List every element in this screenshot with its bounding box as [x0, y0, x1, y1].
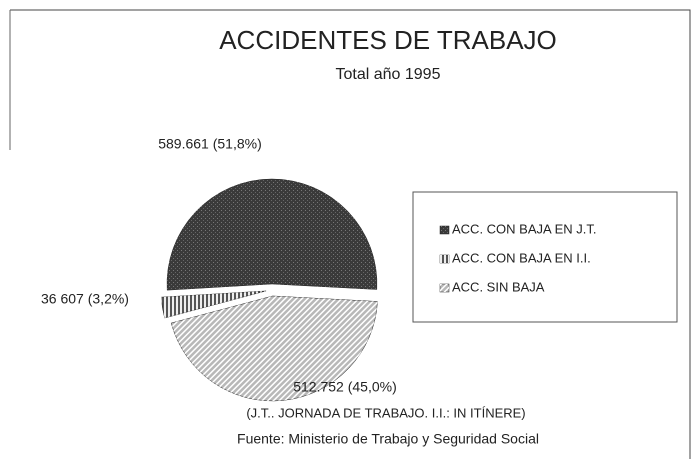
legend-swatch-texture: [440, 226, 449, 234]
slice-texture: [166, 179, 377, 291]
legend-box: [412, 191, 678, 323]
legend-label: ACC. CON BAJA EN J.T.: [452, 221, 596, 236]
data-label: 589.661 (51,8%): [158, 136, 262, 152]
data-label: 36 607 (3,2%): [41, 291, 129, 307]
chart-subtitle: Total año 1995: [336, 66, 441, 83]
slice-texture: [161, 290, 267, 319]
note: Fuente: Ministerio de Trabajo y Segurida…: [237, 431, 539, 447]
legend-swatch-texture: [440, 284, 449, 292]
slice-texture: [171, 295, 378, 401]
data-label: 512.752 (45,0%): [293, 379, 397, 395]
legend-label: ACC. SIN BAJA: [452, 279, 545, 294]
chart-title: ACCIDENTES DE TRABAJO: [219, 25, 557, 55]
legend-swatch-texture: [440, 255, 449, 263]
frame: [10, 9, 691, 459]
legend-label: ACC. CON BAJA EN I.I.: [452, 250, 591, 265]
note: (J.T.. JORNADA DE TRABAJO. I.I.: IN ITÍN…: [246, 405, 525, 420]
